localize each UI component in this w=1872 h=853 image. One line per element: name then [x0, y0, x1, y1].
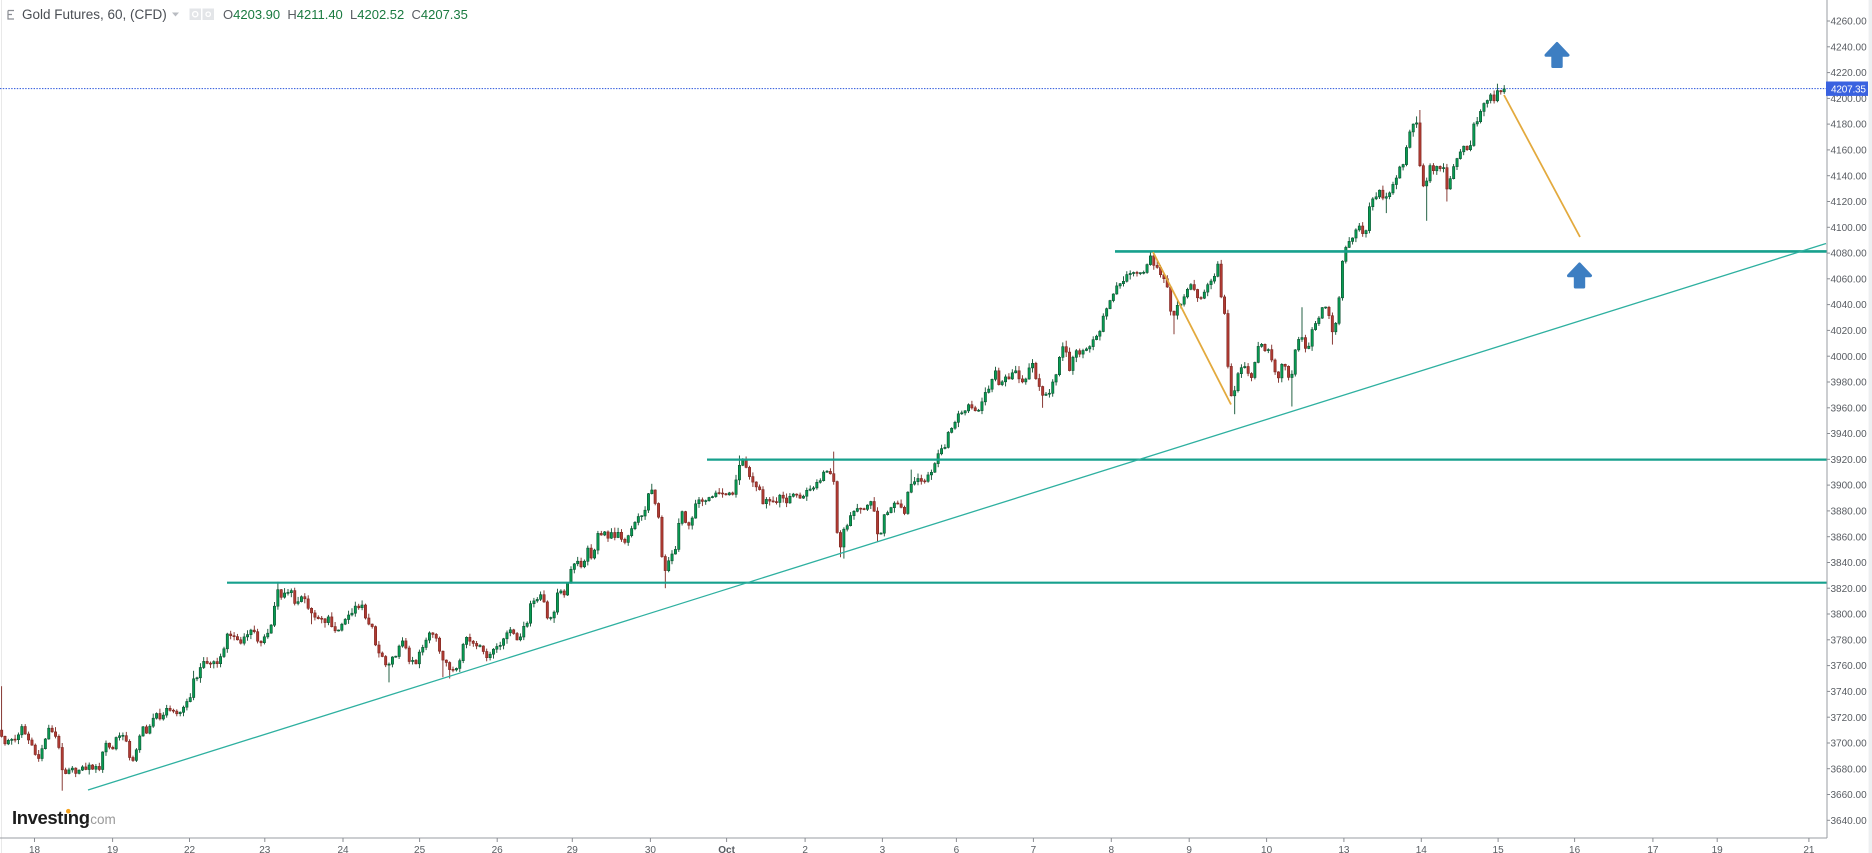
svg-text:3720.00: 3720.00 — [1831, 713, 1868, 724]
svg-text:4240.00: 4240.00 — [1831, 42, 1868, 53]
svg-text:4000.00: 4000.00 — [1831, 352, 1868, 363]
svg-text:3640.00: 3640.00 — [1831, 816, 1868, 827]
svg-text:26: 26 — [492, 845, 504, 853]
svg-text:2: 2 — [802, 845, 808, 853]
svg-text:19: 19 — [1712, 845, 1724, 853]
svg-text:3820.00: 3820.00 — [1831, 584, 1868, 595]
svg-text:4080.00: 4080.00 — [1831, 249, 1868, 260]
svg-text:9: 9 — [1186, 845, 1192, 853]
svg-text:3740.00: 3740.00 — [1831, 687, 1868, 698]
svg-text:4220.00: 4220.00 — [1831, 68, 1868, 79]
svg-text:3960.00: 3960.00 — [1831, 403, 1868, 414]
svg-text:16: 16 — [1569, 845, 1581, 853]
svg-text:O4203.90 H4211.40 L4202.52: O4203.90 H4211.40 L4202.52 C4207.35 — [223, 7, 468, 22]
svg-text:18: 18 — [29, 845, 41, 853]
svg-text:4207.35: 4207.35 — [1831, 85, 1866, 96]
svg-text:Gold Futures, 60, (CFD): Gold Futures, 60, (CFD) — [22, 7, 167, 22]
svg-text:4100.00: 4100.00 — [1831, 223, 1868, 234]
svg-text:6: 6 — [954, 845, 960, 853]
svg-text:3840.00: 3840.00 — [1831, 558, 1868, 569]
svg-text:17: 17 — [1647, 845, 1659, 853]
svg-text:15: 15 — [1493, 845, 1505, 853]
svg-text:3800.00: 3800.00 — [1831, 610, 1868, 621]
svg-text:23: 23 — [259, 845, 271, 853]
svg-text:4160.00: 4160.00 — [1831, 146, 1868, 157]
svg-text:3980.00: 3980.00 — [1831, 378, 1868, 389]
svg-text:Oct: Oct — [718, 845, 735, 853]
svg-text:25: 25 — [414, 845, 426, 853]
svg-text:7: 7 — [1031, 845, 1037, 853]
svg-text:19: 19 — [107, 845, 119, 853]
svg-text:4180.00: 4180.00 — [1831, 120, 1868, 131]
svg-text:3700.00: 3700.00 — [1831, 739, 1868, 750]
svg-text:4260.00: 4260.00 — [1831, 17, 1868, 28]
svg-text:3: 3 — [880, 845, 886, 853]
svg-text:.com: .com — [87, 812, 116, 827]
svg-text:3860.00: 3860.00 — [1831, 532, 1868, 543]
svg-text:3660.00: 3660.00 — [1831, 790, 1868, 801]
svg-text:3880.00: 3880.00 — [1831, 507, 1868, 518]
svg-text:Investıng: Investıng — [12, 807, 90, 828]
svg-text:4040.00: 4040.00 — [1831, 300, 1868, 311]
svg-text:13: 13 — [1338, 845, 1350, 853]
svg-text:10: 10 — [1261, 845, 1273, 853]
svg-text:30: 30 — [645, 845, 657, 853]
svg-text:4060.00: 4060.00 — [1831, 274, 1868, 285]
svg-text:4140.00: 4140.00 — [1831, 171, 1868, 182]
svg-text:3920.00: 3920.00 — [1831, 455, 1868, 466]
svg-text:21: 21 — [1803, 845, 1815, 853]
svg-text:24: 24 — [337, 845, 349, 853]
svg-text:4120.00: 4120.00 — [1831, 197, 1868, 208]
svg-text:29: 29 — [567, 845, 579, 853]
svg-text:14: 14 — [1416, 845, 1428, 853]
svg-text:3900.00: 3900.00 — [1831, 481, 1868, 492]
svg-text:22: 22 — [184, 845, 196, 853]
svg-text:3760.00: 3760.00 — [1831, 661, 1868, 672]
svg-text:3940.00: 3940.00 — [1831, 429, 1868, 440]
svg-text:4200.00: 4200.00 — [1831, 94, 1868, 105]
svg-text:3780.00: 3780.00 — [1831, 635, 1868, 646]
svg-text:4020.00: 4020.00 — [1831, 326, 1868, 337]
svg-text:3680.00: 3680.00 — [1831, 764, 1868, 775]
svg-text:8: 8 — [1109, 845, 1115, 853]
